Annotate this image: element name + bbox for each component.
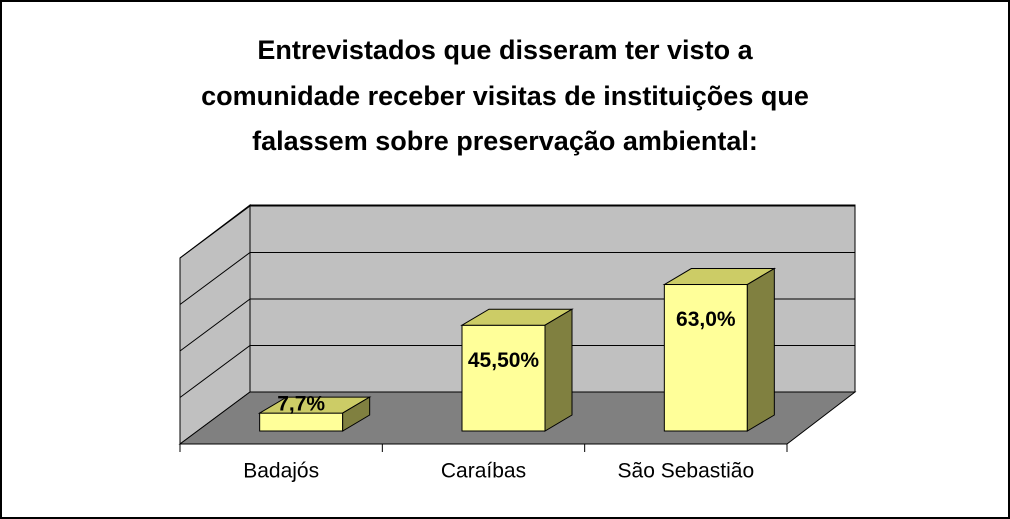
- bar-front: [259, 412, 344, 432]
- bar-front: [461, 324, 546, 432]
- value-label: 7,7%: [277, 393, 325, 416]
- bar-side: [544, 308, 573, 432]
- grid-line: [179, 252, 855, 305]
- value-label: 63,0%: [676, 308, 736, 331]
- x-tick-label: São Sebastião: [618, 460, 755, 483]
- x-tick-label: Caraíbas: [441, 460, 526, 483]
- chart-title: Entrevistados que disseram ter visto a: [257, 35, 753, 65]
- chart-title: falassem sobre preservação ambiental:: [252, 126, 758, 156]
- grid-line: [179, 205, 855, 259]
- grid-line: [179, 345, 855, 398]
- bar-side: [342, 396, 371, 432]
- value-label: 45,50%: [468, 349, 540, 372]
- x-tick-label: Badajós: [243, 460, 319, 483]
- bar-front: [663, 284, 748, 432]
- grid-line: [179, 298, 855, 352]
- bar-side: [746, 267, 775, 432]
- chart-title: comunidade receber visitas de instituiçõ…: [201, 81, 809, 111]
